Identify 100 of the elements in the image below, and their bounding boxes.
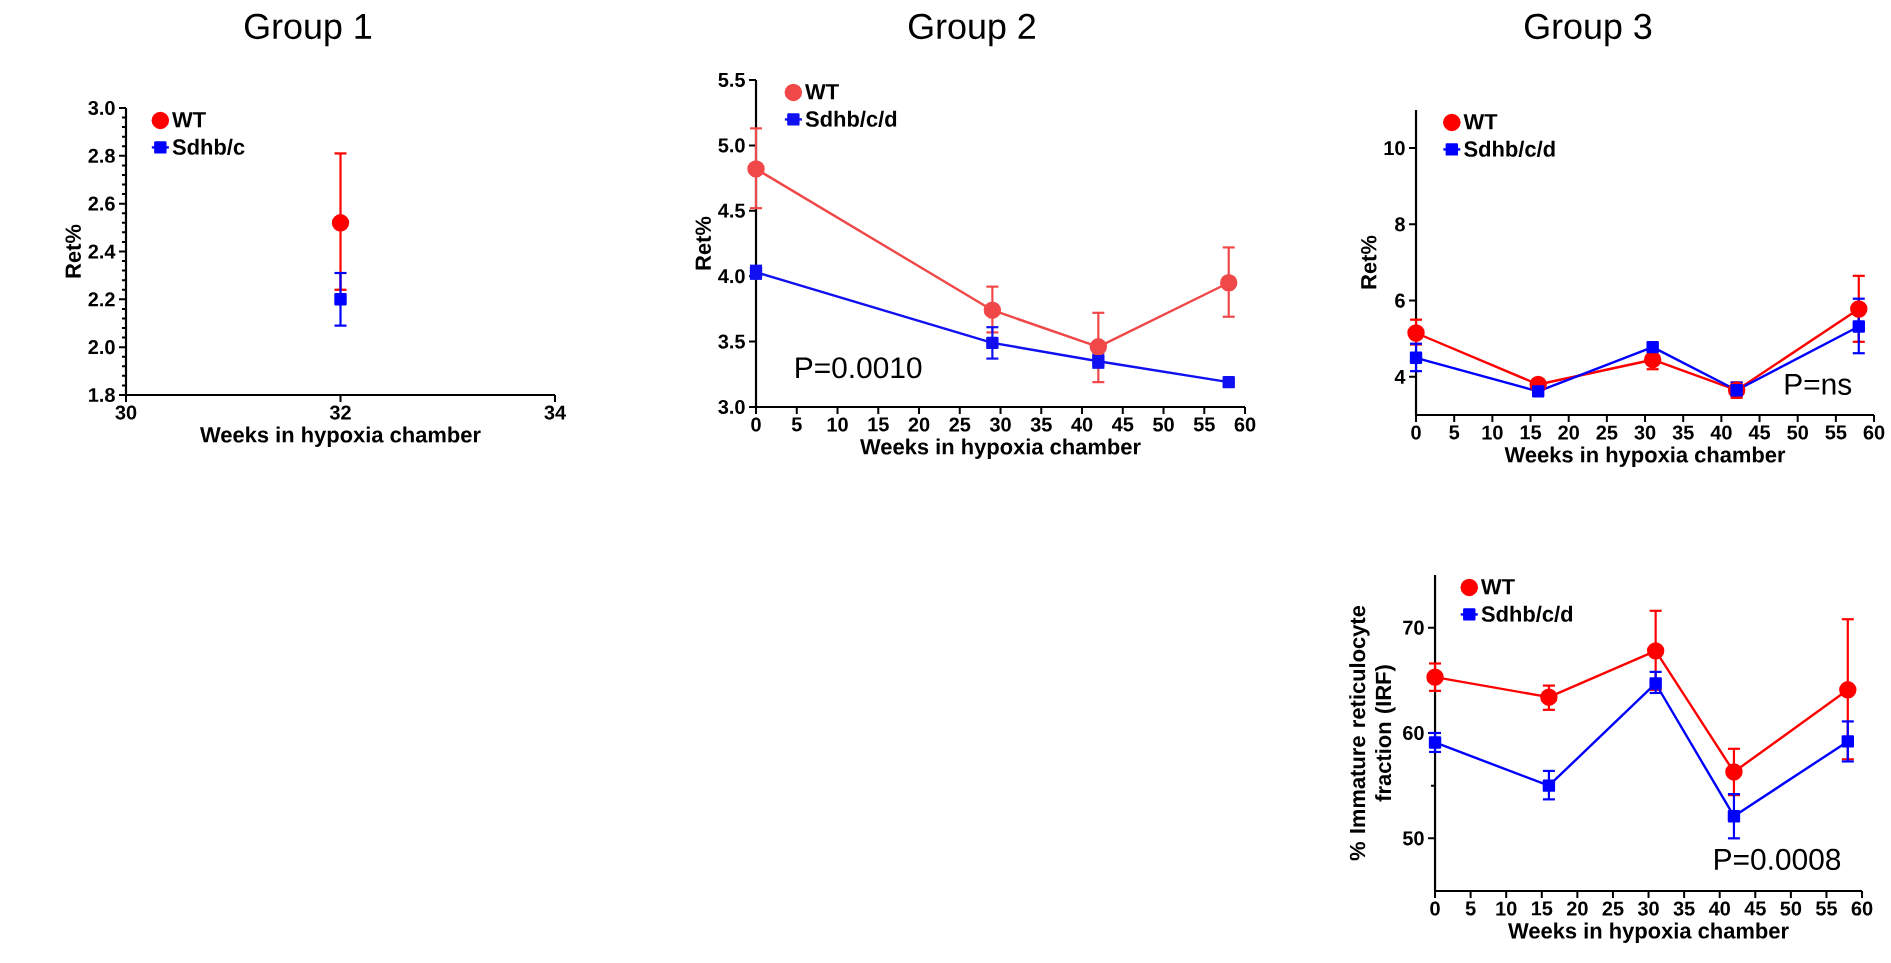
x-tick-label: 20 <box>908 417 930 432</box>
point <box>1542 779 1556 792</box>
x-axis-title: Weeks in hypoxia chamber <box>1508 922 1789 943</box>
point <box>1646 642 1665 660</box>
x-axis-title: Weeks in hypoxia chamber <box>1504 446 1786 467</box>
x-tick-label: 60 <box>1851 901 1873 916</box>
x-tick-label: 30 <box>1637 901 1659 916</box>
y-tick-label: 2.6 <box>88 196 115 211</box>
x-tick-label: 10 <box>1496 901 1517 916</box>
point <box>1725 763 1743 781</box>
x-tick-label: 15 <box>1531 901 1553 916</box>
point <box>1089 338 1108 356</box>
point <box>1841 735 1854 748</box>
x-tick-label: 25 <box>1602 901 1624 916</box>
x-axis-title: Weeks in hypoxia chamber <box>860 438 1141 459</box>
y-tick-label: 5.0 <box>718 138 745 153</box>
point <box>1222 375 1235 389</box>
point <box>986 336 999 350</box>
point <box>1839 681 1857 699</box>
x-tick-label: 5 <box>1465 901 1476 916</box>
y-tick-label: 70 <box>1403 620 1424 635</box>
y-tick-label: 60 <box>1403 725 1424 741</box>
legend-label: Sdhb/c/d <box>1481 605 1573 623</box>
x-tick-label: 60 <box>1234 417 1256 432</box>
x-tick-label: 15 <box>868 417 889 432</box>
point <box>747 160 765 178</box>
y-tick-label: 50 <box>1402 831 1424 846</box>
y-tick-label: 5.5 <box>718 73 745 87</box>
y-tick-label: 2.8 <box>88 148 115 163</box>
legend-label: Sdhb/c/d <box>1464 140 1555 158</box>
point <box>1407 324 1425 342</box>
x-tick-label: 0 <box>1411 425 1421 440</box>
point <box>1727 810 1741 823</box>
y-axis-title: % Immature reticulocyte fraction (IRF) <box>1349 605 1396 861</box>
chart-title: Group 2 <box>909 13 1035 47</box>
x-tick-label: 40 <box>1710 425 1732 440</box>
y-tick-label: 1.8 <box>89 387 115 403</box>
legend-label: Sdhb/c <box>172 138 245 156</box>
y-tick-label: 2.4 <box>88 244 116 259</box>
annotation: P=0.0010 <box>796 357 922 379</box>
x-tick-label: 32 <box>329 405 351 420</box>
x-tick-label: 45 <box>1111 417 1134 432</box>
point <box>983 301 1002 319</box>
y-tick-label: 3.5 <box>718 334 745 349</box>
y-tick-label: 6 <box>1395 293 1405 308</box>
point <box>749 266 763 279</box>
x-tick-label: 30 <box>115 405 137 420</box>
x-tick-label: 40 <box>1071 417 1093 432</box>
point <box>1850 300 1868 318</box>
x-tick-label: 50 <box>1153 417 1174 432</box>
x-tick-label: 35 <box>1672 425 1694 440</box>
point <box>1409 351 1423 364</box>
legend-label: WT <box>172 112 206 128</box>
x-tick-label: 25 <box>1596 425 1618 440</box>
y-tick-label: 8 <box>1395 217 1405 232</box>
chart-title: Group 3 <box>1525 13 1652 47</box>
y-axis-title: Ret% <box>1361 235 1377 289</box>
x-tick-label: 20 <box>1566 901 1588 916</box>
y-tick-label: 4.5 <box>718 203 745 218</box>
x-tick-label: 55 <box>1193 417 1215 432</box>
y-tick-label: 10 <box>1384 141 1405 156</box>
x-tick-label: 15 <box>1520 425 1542 440</box>
annotation: P=0.0008 <box>1715 848 1841 870</box>
x-tick-label: 0 <box>751 417 761 432</box>
y-tick-label: 3.0 <box>88 100 115 116</box>
x-tick-label: 35 <box>1030 417 1052 432</box>
point <box>1649 677 1662 690</box>
x-tick-label: 40 <box>1708 901 1730 916</box>
x-axis-title: Weeks in hypoxia chamber <box>200 426 481 447</box>
x-tick-label: 0 <box>1430 901 1440 916</box>
legend-label: WT <box>1480 579 1515 595</box>
x-tick-label: 30 <box>989 417 1011 432</box>
x-tick-label: 55 <box>1825 425 1847 440</box>
point <box>1428 736 1442 749</box>
y-axis-title: Ret% <box>695 216 711 270</box>
legend-label: Sdhb/c/d <box>805 110 897 128</box>
annotation: P=ns <box>1785 374 1852 395</box>
point <box>1531 385 1545 398</box>
y-tick-label: 2.2 <box>88 292 115 307</box>
x-tick-label: 50 <box>1780 901 1802 916</box>
x-tick-label: 45 <box>1748 425 1771 440</box>
y-tick-label: 4.0 <box>718 269 745 284</box>
point <box>1220 274 1238 292</box>
point <box>1540 688 1558 706</box>
point <box>1646 340 1659 354</box>
y-tick-label: 2.0 <box>88 340 115 355</box>
point <box>1426 668 1444 686</box>
y-tick-label: 4 <box>1394 370 1406 384</box>
legend-label: WT <box>1463 114 1498 130</box>
x-tick-label: 35 <box>1673 901 1695 916</box>
legend-label: WT <box>805 84 839 100</box>
x-tick-label: 20 <box>1558 425 1579 440</box>
chart-title: Group 1 <box>245 13 371 47</box>
y-tick-label: 3.0 <box>718 399 745 415</box>
x-tick-label: 5 <box>1449 425 1460 440</box>
x-tick-label: 45 <box>1744 901 1766 916</box>
x-tick-label: 5 <box>791 417 802 432</box>
x-tick-label: 55 <box>1815 901 1837 916</box>
x-tick-label: 10 <box>827 417 848 432</box>
point <box>1852 320 1865 333</box>
